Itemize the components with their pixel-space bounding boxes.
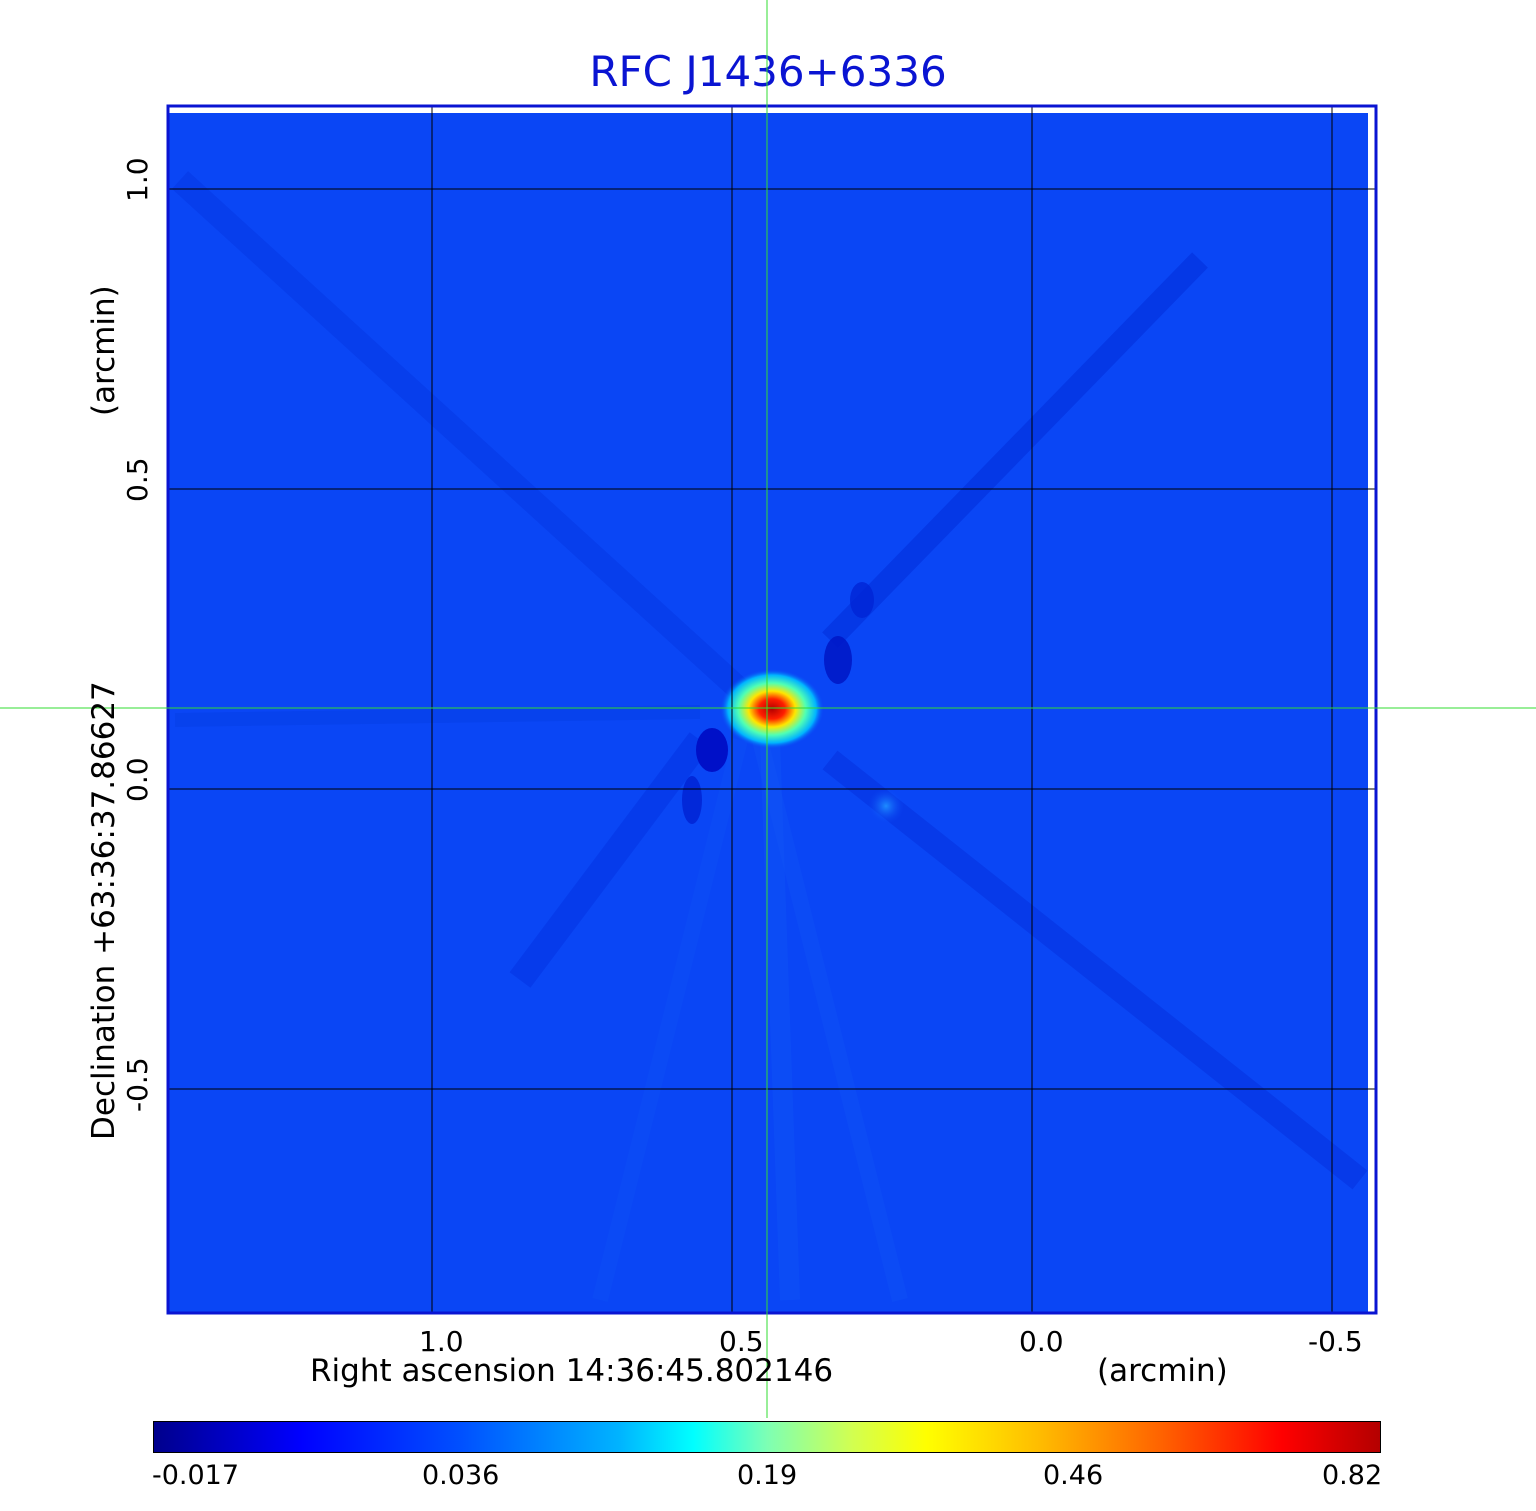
image-title: RFC J1436+6336 bbox=[589, 47, 947, 96]
radio-source-peak bbox=[720, 669, 824, 749]
y-axis-label: Declination +63:36:37.86627 bbox=[86, 681, 122, 1140]
colorbar-tick-label: -0.017 bbox=[152, 1460, 240, 1491]
x-axis-label: Right ascension 14:36:45.802146 bbox=[310, 1353, 834, 1389]
y-tick-label: -0.5 bbox=[121, 1057, 154, 1112]
y-tick-label: 0.5 bbox=[121, 457, 154, 502]
x-tick-label: 0.5 bbox=[719, 1325, 764, 1358]
x-axis-unit: (arcmin) bbox=[1097, 1353, 1228, 1389]
colorbar bbox=[153, 1421, 1381, 1453]
colorbar-tick-label: 0.19 bbox=[737, 1460, 798, 1491]
x-tick-label: 0.0 bbox=[1019, 1325, 1064, 1358]
x-tick-label: -0.5 bbox=[1308, 1325, 1363, 1358]
colorbar-tick-label: 0.036 bbox=[422, 1460, 500, 1491]
map-frame bbox=[166, 104, 1378, 1315]
colorbar-tick-label: 0.46 bbox=[1043, 1460, 1104, 1491]
y-tick-label: 0.0 bbox=[121, 757, 154, 802]
coordinate-grid bbox=[168, 105, 1376, 1313]
y-axis-unit: (arcmin) bbox=[86, 285, 122, 416]
x-tick-label: 1.0 bbox=[419, 1325, 464, 1358]
colorbar-tick-label: 0.82 bbox=[1322, 1460, 1383, 1491]
y-tick-label: 1.0 bbox=[121, 157, 154, 202]
